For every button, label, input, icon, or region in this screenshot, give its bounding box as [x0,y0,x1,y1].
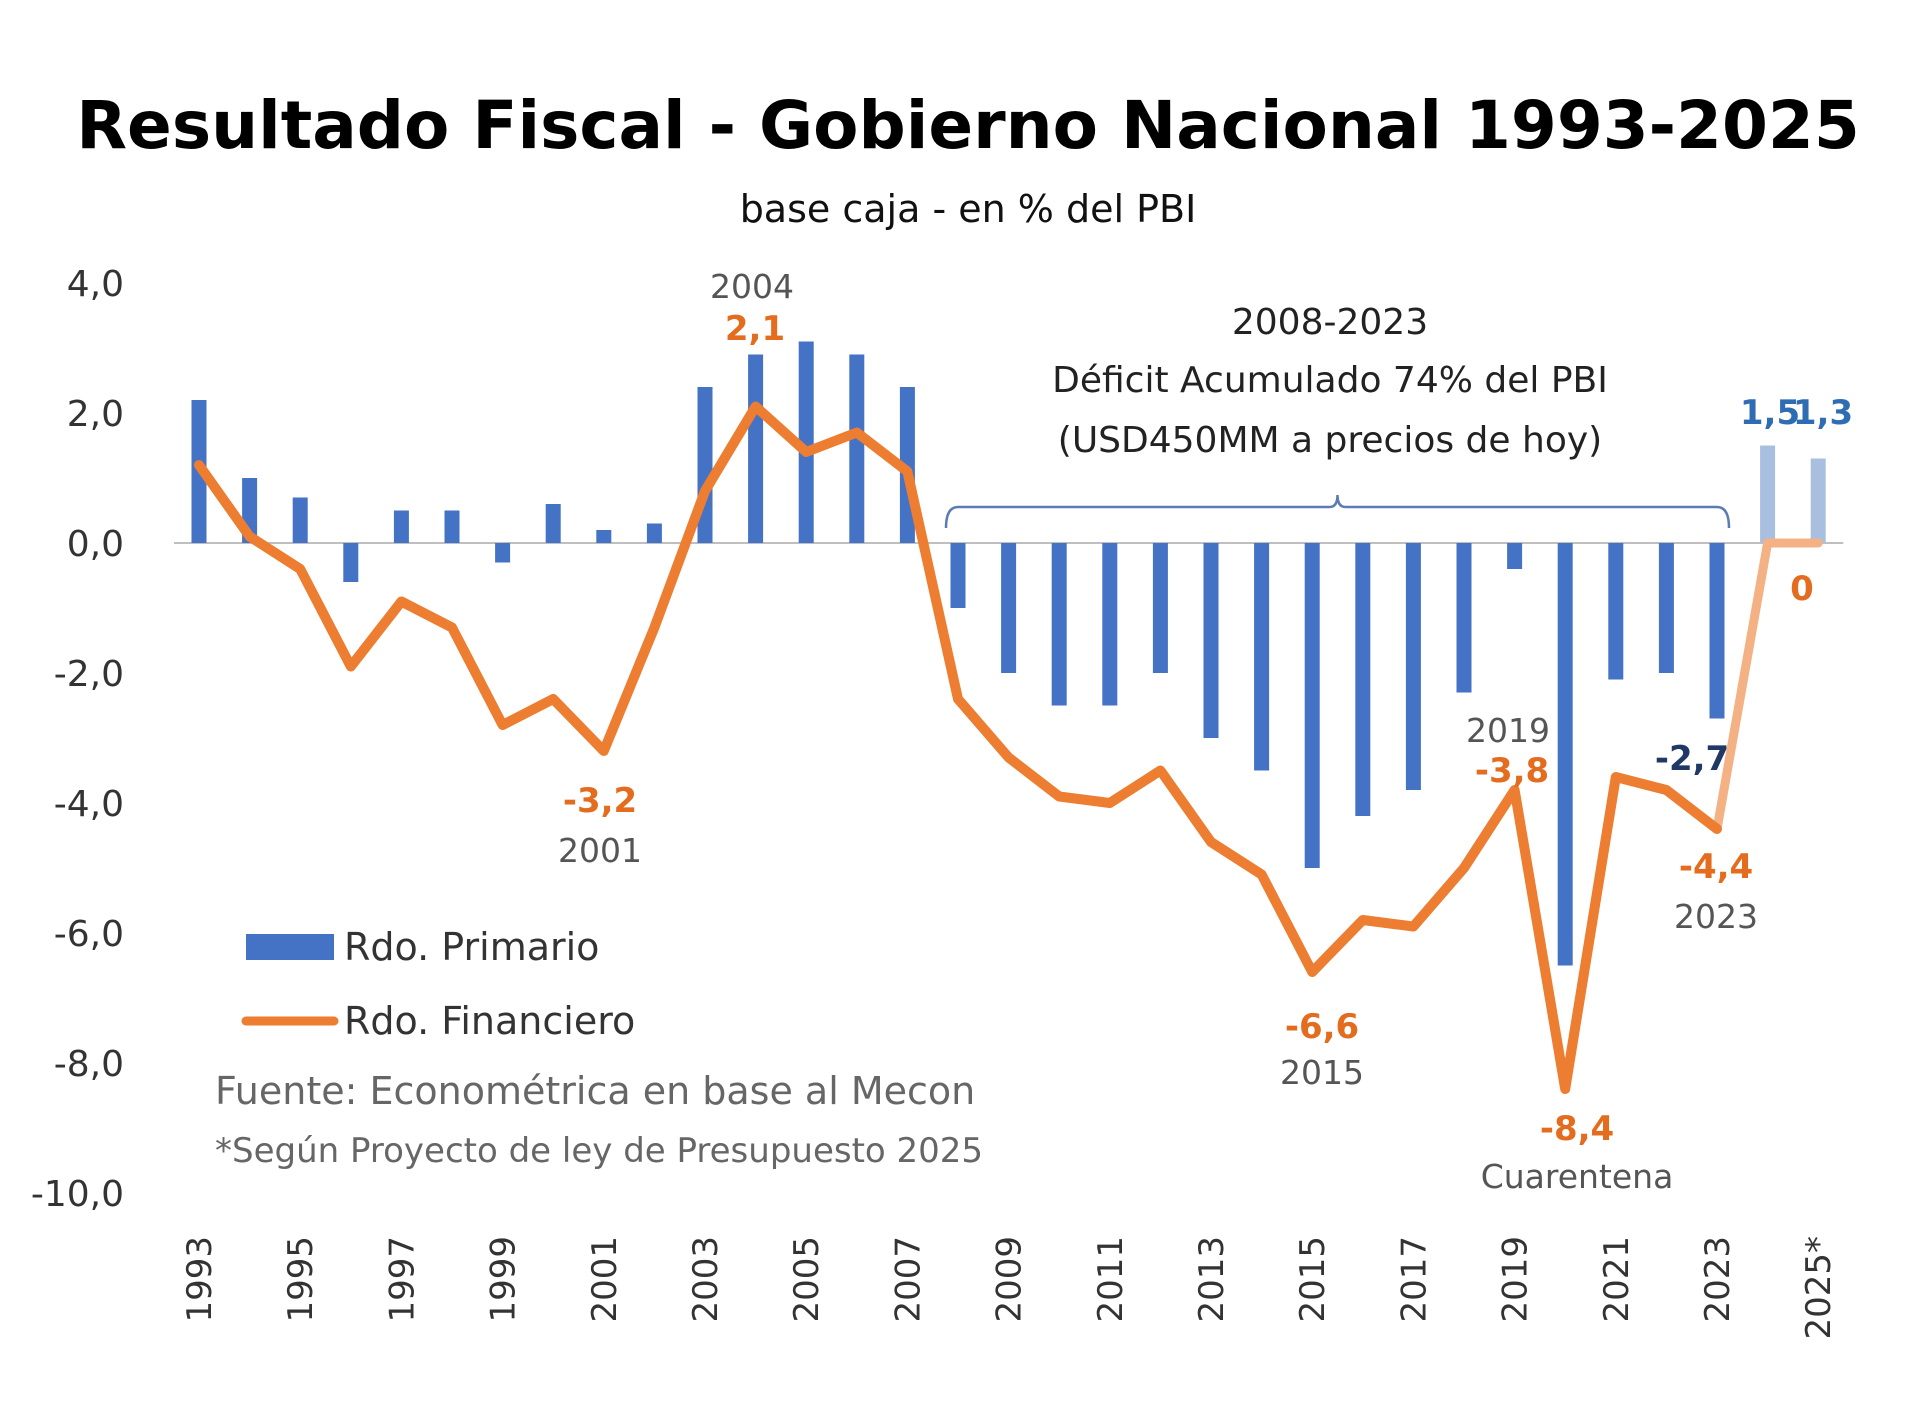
bar-2000 [545,504,561,543]
annotation-2004-value: 2,1 [725,309,785,349]
y-tick-label: -8,0 [54,1044,124,1085]
bar-2002 [646,523,662,543]
chart-title: Resultado Fiscal - Gobierno Nacional 199… [76,87,1860,164]
legend: Rdo. Primario Rdo. Financiero [241,925,635,1043]
bar-2020 [1557,543,1573,966]
primary-result-bars [191,341,1826,966]
bar-2008 [950,543,966,608]
bar-2015 [1304,543,1320,868]
y-tick-label: 2,0 [67,394,124,435]
bar-2023 [1709,543,1725,719]
bar-2005 [798,341,814,543]
x-tick-label: 2025* [1799,1236,1839,1340]
bracket-line-2: Déficit Acumulado 74% del PBI [1052,360,1608,401]
bar-2014 [1254,543,1270,771]
deficit-bracket: 2008-2023 Déficit Acumulado 74% del PBI … [944,302,1731,529]
bar-2021 [1608,543,1624,680]
bracket-shape [944,494,1731,529]
x-tick-label: 2021 [1597,1236,1637,1323]
annotation-2023-primary-value: -2,7 [1655,739,1729,779]
y-tick-label: 0,0 [67,524,124,565]
bar-1996 [343,543,359,582]
chart-subtitle: base caja - en % del PBI [740,187,1197,231]
bar-2013 [1203,543,1219,738]
x-tick-label: 2011 [1091,1236,1131,1323]
x-tick-label: 1995 [281,1236,321,1323]
bracket-line-1: 2008-2023 [1232,302,1428,343]
bar-1998 [444,510,460,543]
annotation-2001-value: -3,2 [563,781,637,821]
bar-1997 [393,510,409,543]
annotation-2001-year: 2001 [558,831,642,870]
annotation-2024-primary-value: 1,5 [1740,393,1800,433]
y-tick-label: -4,0 [54,784,124,825]
annotation-2023-year: 2023 [1674,897,1758,936]
bar-2003 [697,387,713,543]
bar-2011 [1102,543,1118,706]
legend-label-financial: Rdo. Financiero [344,999,635,1043]
source-note: Fuente: Econométrica en base al Mecon [215,1069,975,1113]
bar-2009 [1001,543,1017,673]
financial-result-line [194,401,1823,1094]
x-tick-label: 2017 [1394,1236,1434,1323]
bracket-line-3: (USD450MM a precios de hoy) [1058,420,1602,461]
bar-2025 [1810,458,1826,543]
annotation-2004-year: 2004 [710,267,794,306]
legend-label-primary: Rdo. Primario [344,925,599,969]
x-tick-label: 1997 [382,1236,422,1323]
bar-2017 [1405,543,1421,790]
annotation-2025-primary-value: 1,3 [1793,393,1853,433]
bar-2012 [1152,543,1168,673]
y-tick-label: -6,0 [54,914,124,955]
bar-2022 [1658,543,1674,673]
bar-1999 [495,543,511,563]
annotation-2019-value: -3,8 [1475,751,1549,791]
financial-line-historical [194,401,1722,1094]
financial-line-projected [1712,538,1823,834]
annotation-2023-financial-value: -4,4 [1679,847,1753,887]
bar-2004 [748,354,764,543]
bar-2016 [1355,543,1371,816]
bar-2024 [1760,445,1776,543]
bar-2019 [1507,543,1523,569]
x-tick-label: 2013 [1192,1236,1232,1323]
x-tick-label: 1999 [484,1236,524,1323]
y-axis: 4,0 2,0 0,0 -2,0 -4,0 -6,0 -8,0 -10,0 [31,264,124,1215]
x-axis: 1993 1995 1997 1999 2001 2003 2005 2007 2009 2011… [180,1236,1839,1340]
x-tick-label: 2009 [990,1236,1030,1323]
x-tick-label: 2019 [1496,1236,1536,1323]
bar-2001 [596,530,612,543]
x-tick-label: 1993 [180,1236,220,1323]
annotations: -3,2 2001 2004 2,1 -6,6 2015 2019 -3,8 -… [558,267,1853,1196]
bar-1995 [292,497,308,543]
y-tick-label: 4,0 [67,264,124,305]
y-tick-label: -10,0 [31,1174,124,1215]
x-tick-label: 2003 [686,1236,726,1323]
x-tick-label: 2001 [585,1236,625,1323]
annotation-2015-year: 2015 [1280,1053,1364,1092]
annotation-2020-value: -8,4 [1540,1109,1614,1149]
x-tick-label: 2023 [1698,1236,1738,1323]
bar-2006 [849,354,865,543]
annotation-2025-financial-value: 0 [1790,569,1814,609]
annotation-2019-year: 2019 [1466,711,1550,750]
x-tick-label: 2007 [888,1236,928,1323]
y-tick-label: -2,0 [54,654,124,695]
annotation-2015-value: -6,6 [1285,1007,1359,1047]
footnote: *Según Proyecto de ley de Presupuesto 20… [215,1131,983,1171]
bar-2018 [1456,543,1472,693]
bar-2010 [1051,543,1067,706]
legend-swatch-primary [246,934,334,960]
annotation-2020-label: Cuarentena [1481,1157,1674,1196]
x-tick-label: 2005 [787,1236,827,1323]
x-tick-label: 2015 [1293,1236,1333,1323]
